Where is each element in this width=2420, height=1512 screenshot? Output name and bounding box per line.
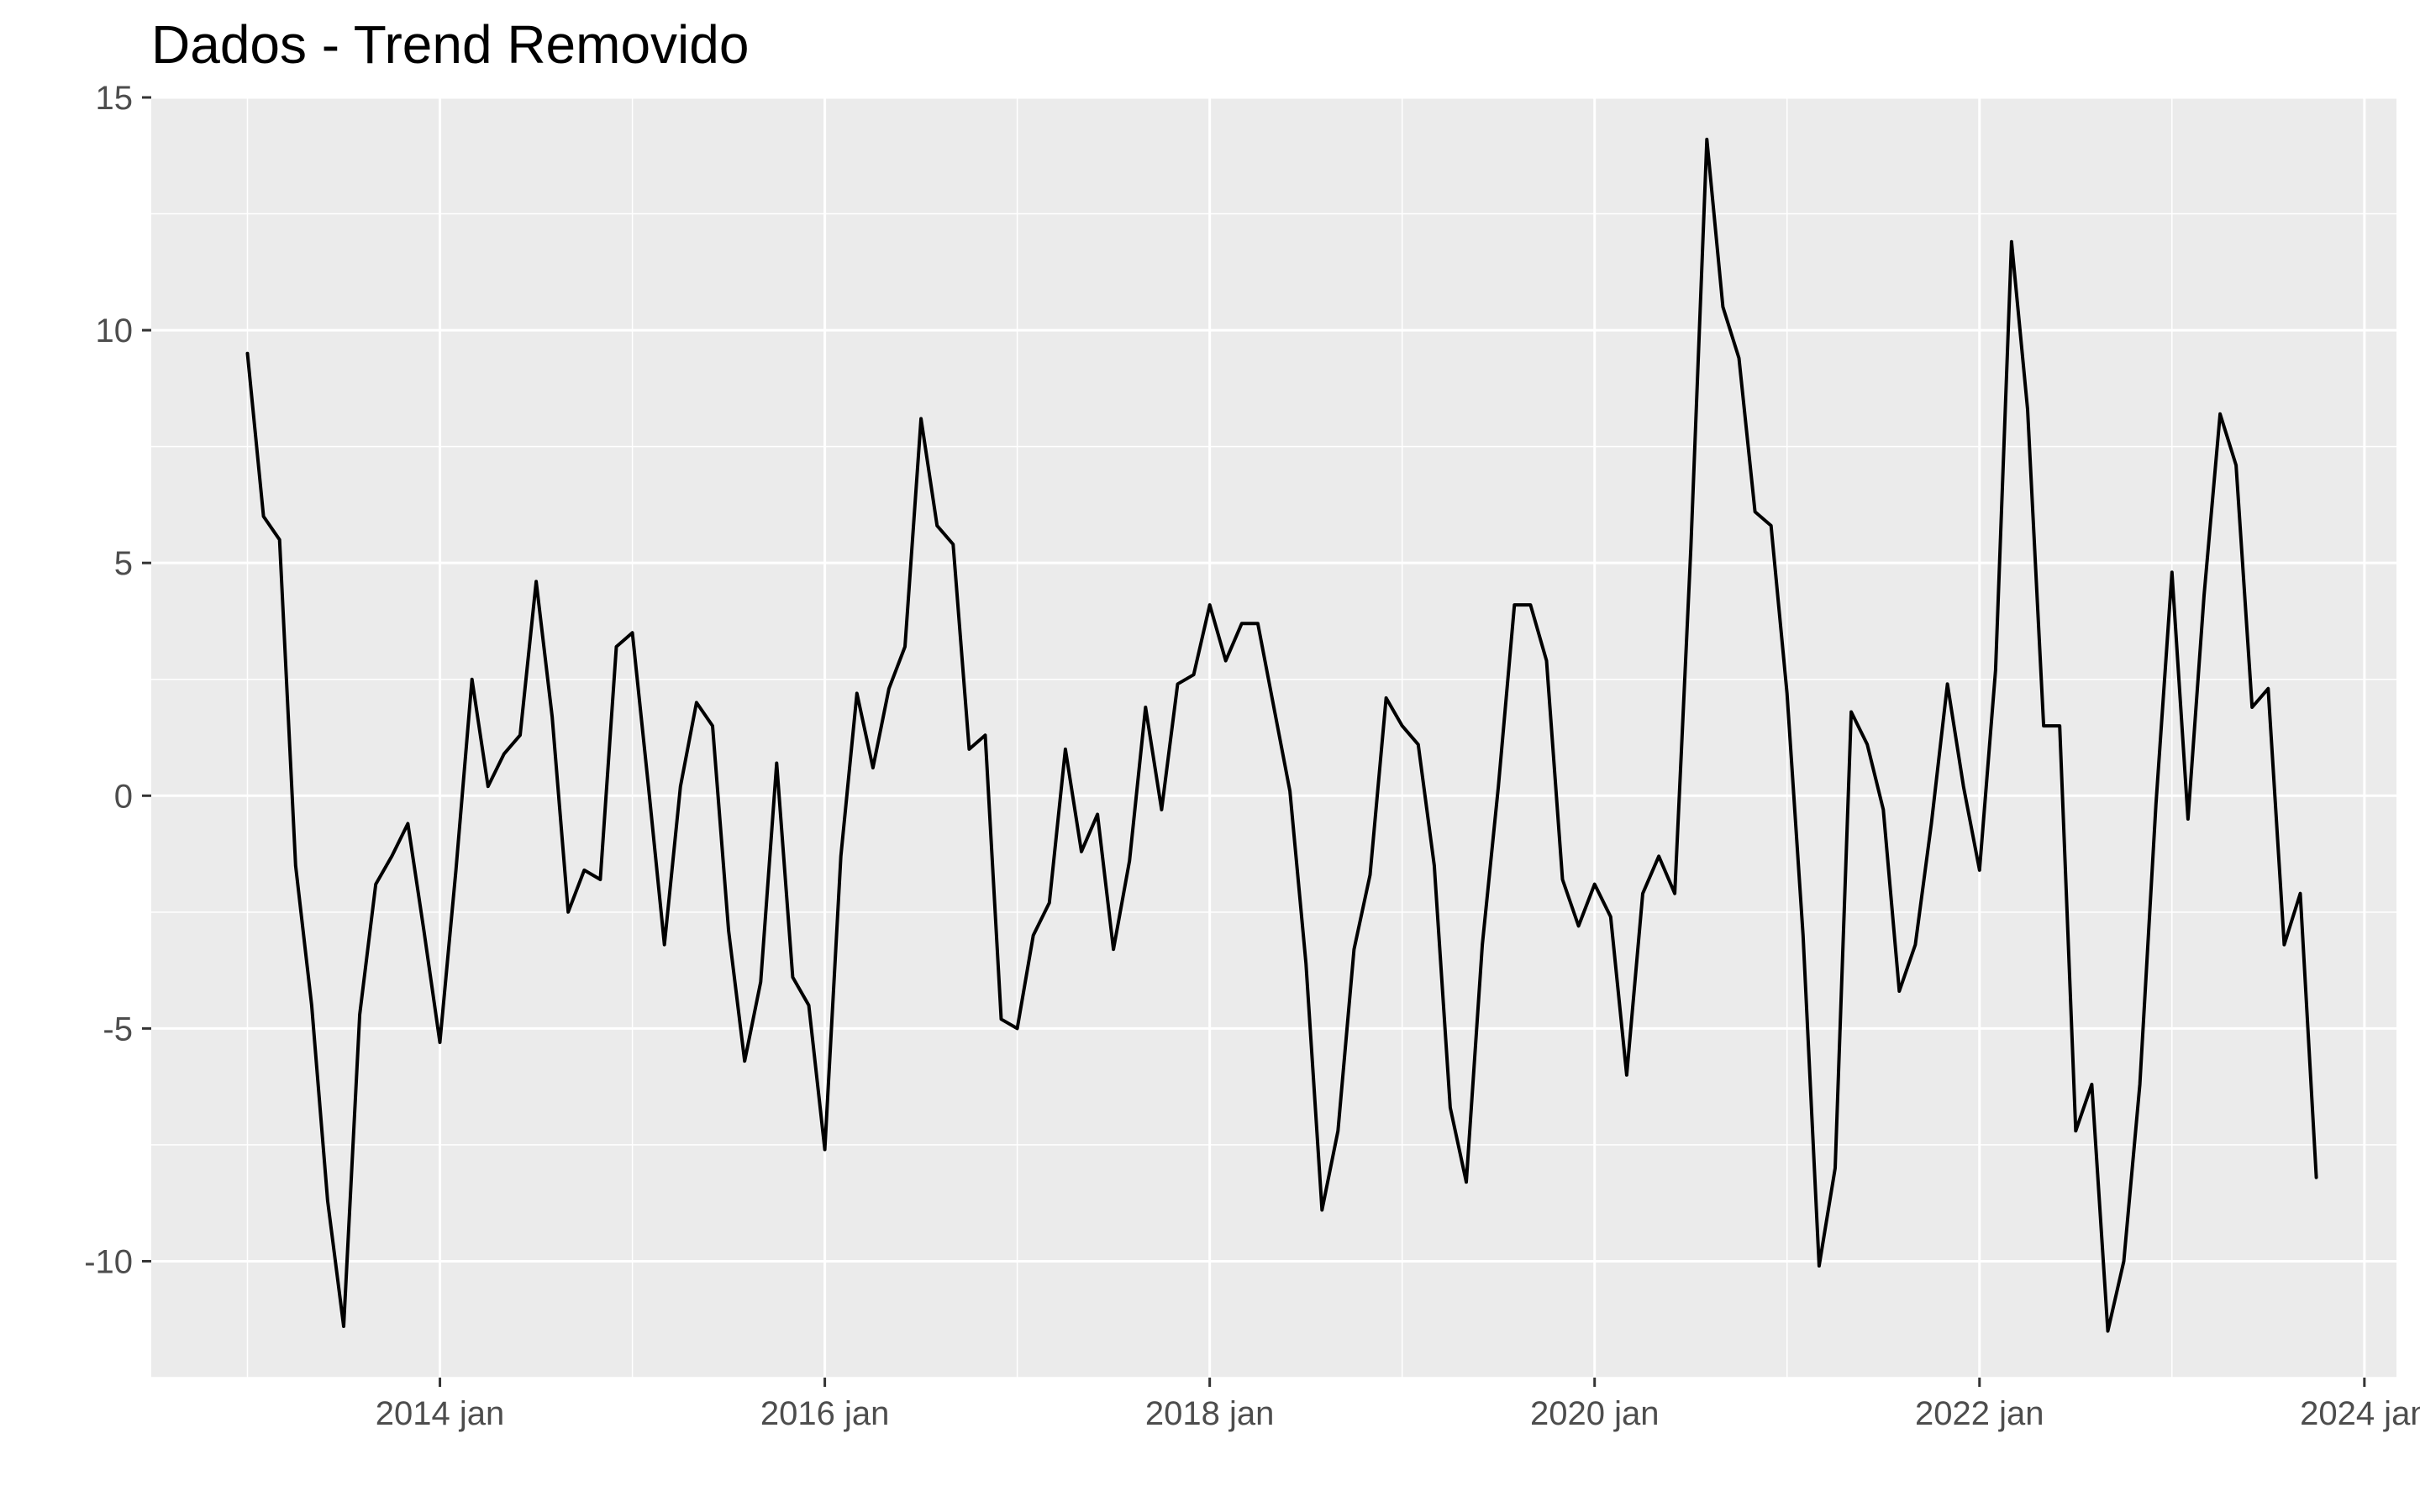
plot-background <box>151 97 2396 1378</box>
x-tick-label: 2022 jan <box>1915 1395 2044 1432</box>
y-tick-label: -5 <box>103 1011 133 1047</box>
x-tick-label: 2014 jan <box>376 1395 504 1432</box>
x-tick-label: 2024 jan <box>2300 1395 2420 1432</box>
y-tick-label: 5 <box>114 545 133 582</box>
x-tick-label: 2016 jan <box>760 1395 889 1432</box>
series-line <box>245 137 2318 1333</box>
chart-title: Dados - Trend Removido <box>151 14 749 75</box>
y-tick-label: 10 <box>96 312 134 349</box>
y-tick-label: 15 <box>96 80 134 117</box>
x-tick-label: 2018 jan <box>1145 1395 1274 1432</box>
y-tick-label: 0 <box>114 778 133 815</box>
y-axis: 15 10 5 0 -5 -10 <box>84 80 151 1280</box>
x-axis: 2014 jan 2016 jan 2018 jan 2020 jan 2022 jan… <box>376 1378 2420 1432</box>
grid-major <box>151 96 2396 1378</box>
x-tick-label: 2020 jan <box>1530 1395 1659 1432</box>
y-tick-label: -10 <box>84 1243 133 1280</box>
